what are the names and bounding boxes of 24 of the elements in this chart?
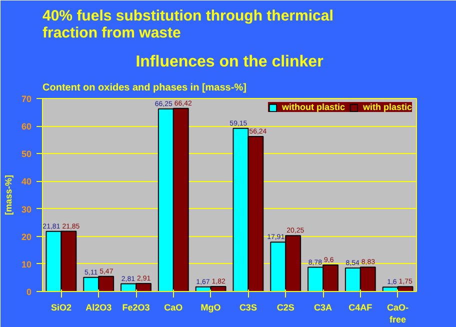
x-tick-label: MgO [200,302,221,312]
x-tick-label: CaO [164,302,183,312]
x-tick-label: SiO2 [50,302,72,312]
chart-title: 40% fuels substitution through thermical fraction from waste [42,8,334,42]
y-tick-label: 70 [21,94,32,104]
x-tick-label: CaO- free [387,302,409,324]
y-tick-label: 30 [21,204,32,214]
x-tick-label: C4AF [348,302,373,312]
y-axis-title: [mass-%] [3,174,14,216]
x-tick-label: C2S [276,302,294,312]
x-tick-label: C3S [239,302,257,312]
x-tick-label: Fe2O3 [122,302,150,312]
legend-label: without plastic [282,102,345,112]
y-tick-label: 20 [21,232,32,242]
chart-subtitle: Influences on the clinker [136,54,324,70]
y-tick-label: 0 [26,287,32,297]
text: Content on oxides and phases in [mass-%] [42,82,246,94]
y-tick-label: 50 [21,149,32,160]
x-tick-label: C3A [314,302,333,312]
y-tick-label: 10 [21,259,32,270]
y-tick-label: 40 [21,176,32,187]
x-tick-label: Al2O3 [86,302,112,312]
legend-label: with plastic [362,102,412,112]
y-tick-label: 60 [21,122,32,132]
